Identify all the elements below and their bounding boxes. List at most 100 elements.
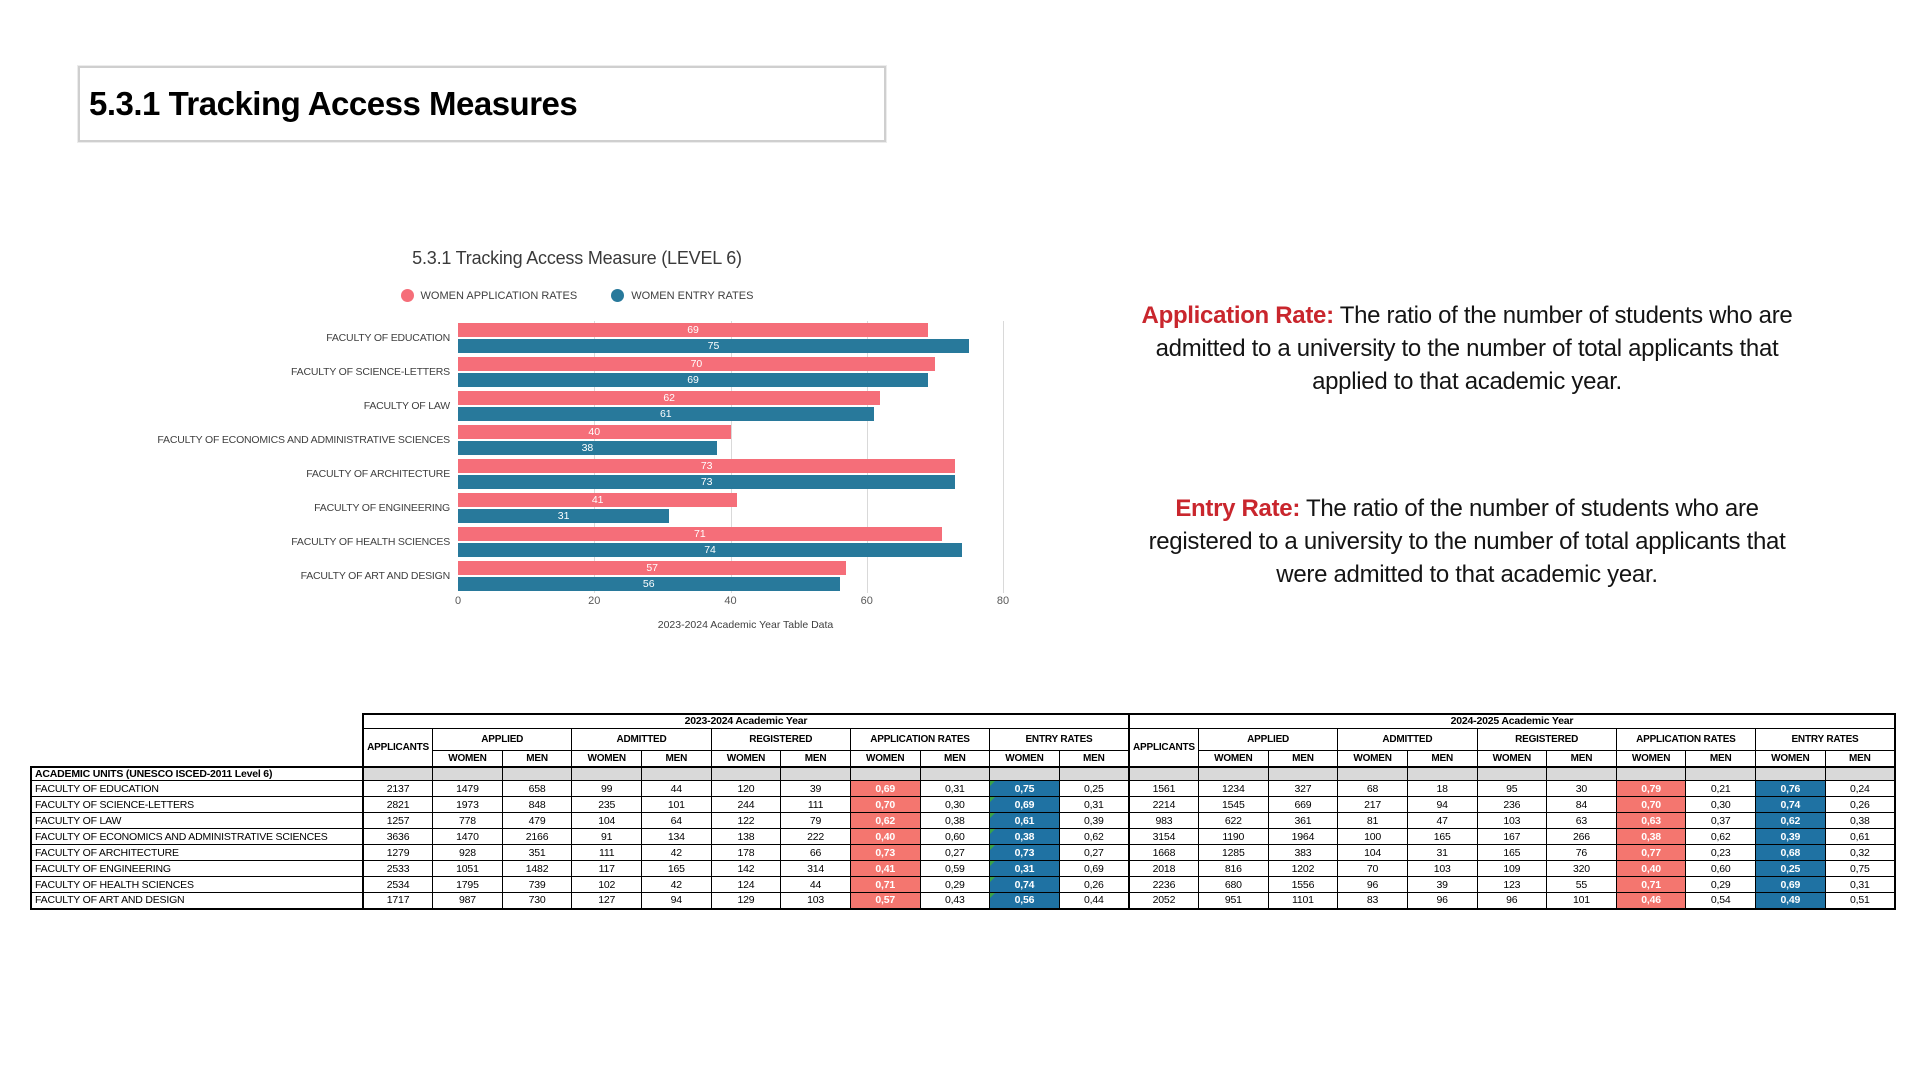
value-cell: 2236 <box>1127 876 1199 893</box>
value-cell: 778 <box>432 812 503 829</box>
value-cell: 79 <box>780 812 851 829</box>
gridline-60 <box>866 321 868 593</box>
group-header: APPLIED <box>1197 727 1339 751</box>
subgroup-header: MEN <box>1058 749 1130 768</box>
value-cell: 95 <box>1476 780 1548 797</box>
application-rate-text: The ratio of the number of students who … <box>1155 302 1793 395</box>
band-cell <box>501 766 573 781</box>
value-cell: 2137 <box>362 780 434 797</box>
value-cell: 2052 <box>1127 892 1199 910</box>
bar-value-label: 62 <box>663 392 676 404</box>
bar-value-label: 31 <box>557 510 570 522</box>
application-rate-bar: 71 <box>458 527 942 541</box>
value-cell: 1717 <box>362 892 434 910</box>
table-corner-cell <box>31 714 363 767</box>
value-cell: 2533 <box>362 860 434 877</box>
table-row: FACULTY OF ART AND DESIGN 1717 987 730 127 94… <box>30 892 1896 910</box>
entry-rate-women-cell: 0,25 <box>1755 860 1826 877</box>
subgroup-header: MEN <box>1546 749 1617 768</box>
application-rate-women-cell: 0,57 <box>849 892 921 910</box>
category-label: FACULTY OF SCIENCE-LETTERS <box>291 366 450 378</box>
x-tick-label-0: 0 <box>454 595 462 607</box>
value-cell: 0,31 <box>919 780 991 797</box>
value-cell: 42 <box>641 876 712 893</box>
value-cell: 109 <box>1476 860 1548 877</box>
value-cell: 96 <box>1337 876 1408 893</box>
bar-value-label: 69 <box>687 324 699 336</box>
application-rates-dot-icon <box>400 289 414 302</box>
entry-rate-text: The ratio of the number of students who … <box>1148 495 1786 588</box>
application-rate-women-cell: 0,73 <box>849 844 921 861</box>
entry-rate-women-cell: 0,74 <box>1755 796 1826 813</box>
value-cell: 730 <box>501 892 573 910</box>
value-cell: 165 <box>1406 828 1478 845</box>
subgroup-header: MEN <box>1824 749 1896 768</box>
value-cell: 47 <box>1406 812 1478 829</box>
value-cell: 622 <box>1198 812 1269 829</box>
value-cell: 351 <box>501 844 573 861</box>
value-cell: 0,30 <box>919 796 991 813</box>
unit-name-cell: FACULTY OF LAW <box>30 812 364 829</box>
tracking-access-bar-chart: 5.3.1 Tracking Access Measure (LEVEL 6) … <box>118 248 1036 631</box>
value-cell: 68 <box>1337 780 1408 797</box>
category-label: FACULTY OF ART AND DESIGN <box>300 570 451 582</box>
value-cell: 383 <box>1267 844 1339 861</box>
applicants-header: APPLICANTS <box>362 727 434 768</box>
value-cell: 101 <box>1546 892 1617 910</box>
value-cell: 1561 <box>1127 780 1199 797</box>
value-cell: 361 <box>1267 812 1339 829</box>
category-label: FACULTY OF ECONOMICS AND ADMINISTRATIVE … <box>157 434 450 446</box>
value-cell: 658 <box>501 780 573 797</box>
gridline-40 <box>730 321 732 593</box>
category-label: FACULTY OF HEALTH SCIENCES <box>291 536 450 548</box>
subgroup-header: WOMEN <box>1337 749 1408 768</box>
group-header: APPLICATION RATES <box>849 727 991 751</box>
chart-category-labels: FACULTY OF EDUCATION FACULTY OF SCIENCE-L… <box>118 321 458 593</box>
value-cell: 2018 <box>1127 860 1199 877</box>
value-cell: 96 <box>1406 892 1478 910</box>
cell-error-marker-icon <box>990 893 996 898</box>
application-rate-women-cell: 0,77 <box>1615 844 1687 861</box>
value-cell: 327 <box>1267 780 1339 797</box>
value-cell: 0,29 <box>919 876 991 893</box>
bar-group: 71 74 <box>458 525 1033 559</box>
legend-label-application-rates: WOMEN APPLICATION RATES <box>420 289 578 302</box>
value-cell: 64 <box>641 812 712 829</box>
entry-rate-bar: 75 <box>458 339 969 353</box>
x-tick-label-40: 40 <box>724 595 737 607</box>
band-cell <box>780 766 851 781</box>
table-row-units-header: ACADEMIC UNITS (UNESCO ISCED-2011 Level … <box>30 766 1896 781</box>
table-row: FACULTY OF EDUCATION 2137 1479 658 99 44 120 39… <box>30 780 1896 797</box>
chart-title: 5.3.1 Tracking Access Measure (LEVEL 6) <box>412 248 742 268</box>
subgroup-header: WOMEN <box>1476 749 1548 768</box>
value-cell: 127 <box>571 892 642 910</box>
value-cell: 44 <box>780 876 851 893</box>
entry-rate-women-cell: 0,62 <box>1755 812 1826 829</box>
value-cell: 30 <box>1546 780 1617 797</box>
value-cell: 0,38 <box>919 812 991 829</box>
entry-rate-women-cell: 0,68 <box>1755 844 1826 861</box>
subgroup-header: WOMEN <box>432 749 503 768</box>
group-header: REGISTERED <box>710 727 851 751</box>
bar-group: 70 69 <box>458 355 1033 389</box>
units-header: ACADEMIC UNITS (UNESCO ISCED-2011 Level … <box>30 766 364 781</box>
cell-error-marker-icon <box>990 813 996 818</box>
value-cell: 1556 <box>1267 876 1339 893</box>
bar-value-label: 73 <box>700 460 713 472</box>
band-cell <box>641 766 712 781</box>
value-cell: 138 <box>710 828 782 845</box>
subgroup-header: WOMEN <box>849 749 921 768</box>
band-cell <box>1476 766 1548 781</box>
application-rate-bar: 69 <box>458 323 929 337</box>
gridline-20 <box>594 321 596 593</box>
band-cell <box>1685 766 1756 781</box>
subgroup-header: WOMEN <box>1755 749 1826 768</box>
value-cell: 63 <box>1546 812 1617 829</box>
value-cell: 3636 <box>362 828 434 845</box>
value-cell: 1279 <box>362 844 434 861</box>
value-cell: 0,62 <box>1058 828 1130 845</box>
value-cell: 165 <box>641 860 712 877</box>
band-cell <box>571 766 642 781</box>
subgroup-header: MEN <box>919 749 991 768</box>
